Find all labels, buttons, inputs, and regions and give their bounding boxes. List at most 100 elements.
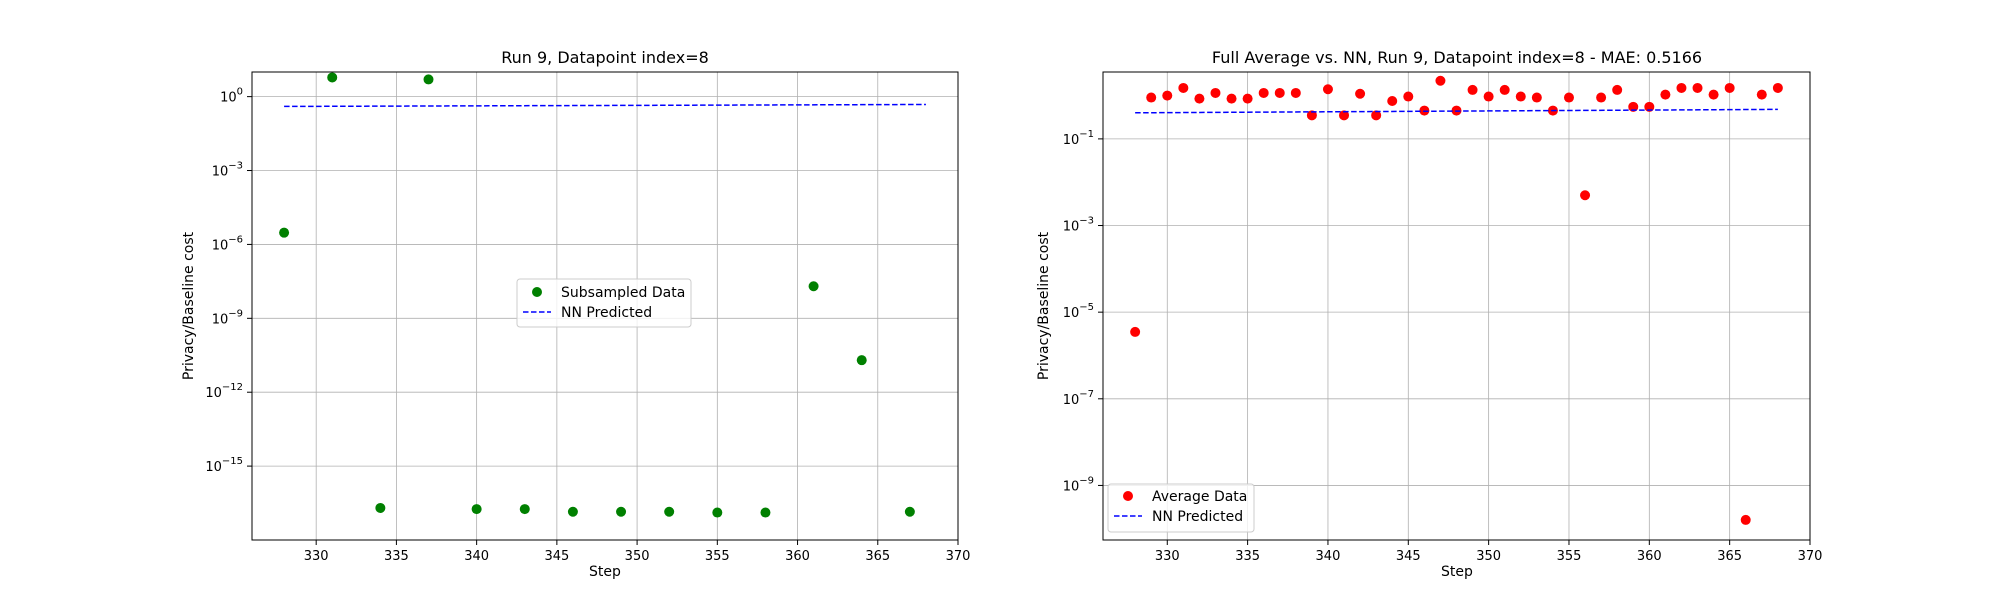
data-point bbox=[1580, 190, 1591, 201]
data-point bbox=[1676, 82, 1687, 93]
x-tick-label: 360 bbox=[785, 549, 810, 564]
x-tick-label: 330 bbox=[304, 549, 329, 564]
data-point bbox=[1371, 110, 1382, 121]
data-point bbox=[1628, 101, 1639, 112]
y-axis-ticks: 100 10−3 10−6 10−9 10−12 10−15 bbox=[205, 87, 252, 475]
legend-marker-subsampled-data bbox=[532, 287, 542, 297]
data-point bbox=[1258, 87, 1269, 98]
data-point bbox=[1178, 82, 1189, 93]
series-line-nn-predicted bbox=[1135, 108, 1778, 114]
data-point bbox=[1563, 92, 1574, 103]
y-tick-label: 10−3 bbox=[212, 161, 243, 180]
legend-label-nn-predicted: NN Predicted bbox=[561, 305, 652, 321]
y-tick-label: 10−15 bbox=[205, 456, 243, 475]
data-point bbox=[856, 355, 867, 366]
plot-data bbox=[1130, 75, 1783, 525]
y-tick-label: 10−6 bbox=[212, 234, 243, 253]
data-point bbox=[1515, 91, 1526, 102]
data-point bbox=[1162, 90, 1173, 101]
data-point bbox=[1210, 87, 1221, 98]
data-point bbox=[760, 507, 771, 518]
data-point bbox=[1772, 82, 1783, 93]
data-point bbox=[712, 507, 723, 518]
data-point bbox=[1724, 82, 1735, 93]
data-point bbox=[327, 72, 338, 83]
data-point bbox=[279, 227, 290, 238]
data-point bbox=[471, 504, 482, 515]
data-point bbox=[1483, 91, 1494, 102]
y-tick-label: 10−1 bbox=[1063, 129, 1094, 148]
x-tick-label: 360 bbox=[1637, 549, 1662, 564]
x-tick-label: 350 bbox=[1476, 549, 1501, 564]
x-tick-label: 370 bbox=[946, 549, 971, 564]
legend-box bbox=[516, 278, 692, 328]
data-point bbox=[1130, 326, 1141, 337]
data-point bbox=[1146, 92, 1157, 103]
data-point bbox=[1194, 93, 1205, 104]
x-tick-label: 345 bbox=[544, 549, 569, 564]
x-tick-label: 365 bbox=[1717, 549, 1742, 564]
y-axis-label: Privacy/Baseline cost bbox=[181, 231, 197, 380]
x-tick-label: 345 bbox=[1396, 549, 1421, 564]
x-tick-label: 370 bbox=[1798, 549, 1823, 564]
data-point bbox=[1403, 91, 1414, 102]
data-point bbox=[1467, 84, 1478, 95]
chart-title: Run 9, Datapoint index=8 bbox=[501, 48, 709, 67]
legend: Average Data NN Predicted bbox=[1107, 483, 1255, 533]
data-point bbox=[1242, 93, 1253, 104]
y-tick-label: 10−3 bbox=[1063, 216, 1094, 235]
x-tick-label: 355 bbox=[705, 549, 730, 564]
data-point bbox=[1322, 84, 1333, 95]
y-axis-ticks: 10−1 10−3 10−5 10−7 10−9 bbox=[1063, 129, 1103, 494]
data-point bbox=[1596, 92, 1607, 103]
data-point bbox=[423, 74, 434, 85]
data-point bbox=[1387, 95, 1398, 106]
y-tick-label: 10−7 bbox=[1063, 389, 1094, 408]
legend-marker-average-data bbox=[1123, 491, 1133, 501]
legend-label-nn-predicted: NN Predicted bbox=[1152, 509, 1243, 525]
data-point bbox=[1290, 87, 1301, 98]
data-point bbox=[1274, 87, 1285, 98]
legend-label-subsampled-data: Subsampled Data bbox=[561, 285, 685, 301]
x-tick-label: 355 bbox=[1557, 549, 1582, 564]
y-tick-label: 10−9 bbox=[212, 308, 243, 327]
data-point bbox=[1708, 89, 1719, 100]
data-point bbox=[375, 502, 386, 513]
legend-box bbox=[1107, 483, 1255, 533]
legend: Subsampled Data NN Predicted bbox=[516, 278, 692, 328]
y-tick-label: 10−9 bbox=[1063, 475, 1094, 494]
chart-subsampled: Run 9, Datapoint index=8 Step Privacy/Ba… bbox=[181, 48, 970, 580]
x-axis-label: Step bbox=[589, 564, 621, 580]
data-point bbox=[1339, 110, 1350, 121]
chart-full-average: Full Average vs. NN, Run 9, Datapoint in… bbox=[1036, 48, 1822, 580]
x-tick-label: 335 bbox=[1235, 549, 1260, 564]
data-point bbox=[664, 506, 675, 517]
data-point bbox=[808, 281, 819, 292]
x-tick-label: 365 bbox=[865, 549, 890, 564]
data-point bbox=[1435, 75, 1446, 86]
data-point bbox=[1740, 514, 1751, 525]
data-point bbox=[519, 504, 530, 515]
chart-title: Full Average vs. NN, Run 9, Datapoint in… bbox=[1212, 48, 1702, 67]
data-point bbox=[904, 506, 915, 517]
data-point bbox=[1756, 89, 1767, 100]
x-tick-label: 350 bbox=[625, 549, 650, 564]
data-point bbox=[1499, 84, 1510, 95]
data-point bbox=[616, 506, 627, 517]
legend-label-average-data: Average Data bbox=[1152, 489, 1247, 505]
y-tick-label: 10−12 bbox=[205, 382, 243, 401]
data-point bbox=[1226, 93, 1237, 104]
x-axis-ticks: 330 335 340 345 350 355 360 365 370 bbox=[304, 540, 971, 564]
x-tick-label: 340 bbox=[1316, 549, 1341, 564]
x-tick-label: 330 bbox=[1155, 549, 1180, 564]
x-tick-label: 335 bbox=[384, 549, 409, 564]
x-axis-label: Step bbox=[1441, 564, 1473, 580]
data-point bbox=[1692, 82, 1703, 93]
series-line-nn-predicted bbox=[284, 103, 926, 108]
y-tick-label: 10−5 bbox=[1063, 302, 1094, 321]
data-point bbox=[1306, 110, 1317, 121]
plot-frame bbox=[1102, 71, 1811, 541]
x-axis-ticks: 330 335 340 345 350 355 360 365 370 bbox=[1155, 540, 1823, 564]
